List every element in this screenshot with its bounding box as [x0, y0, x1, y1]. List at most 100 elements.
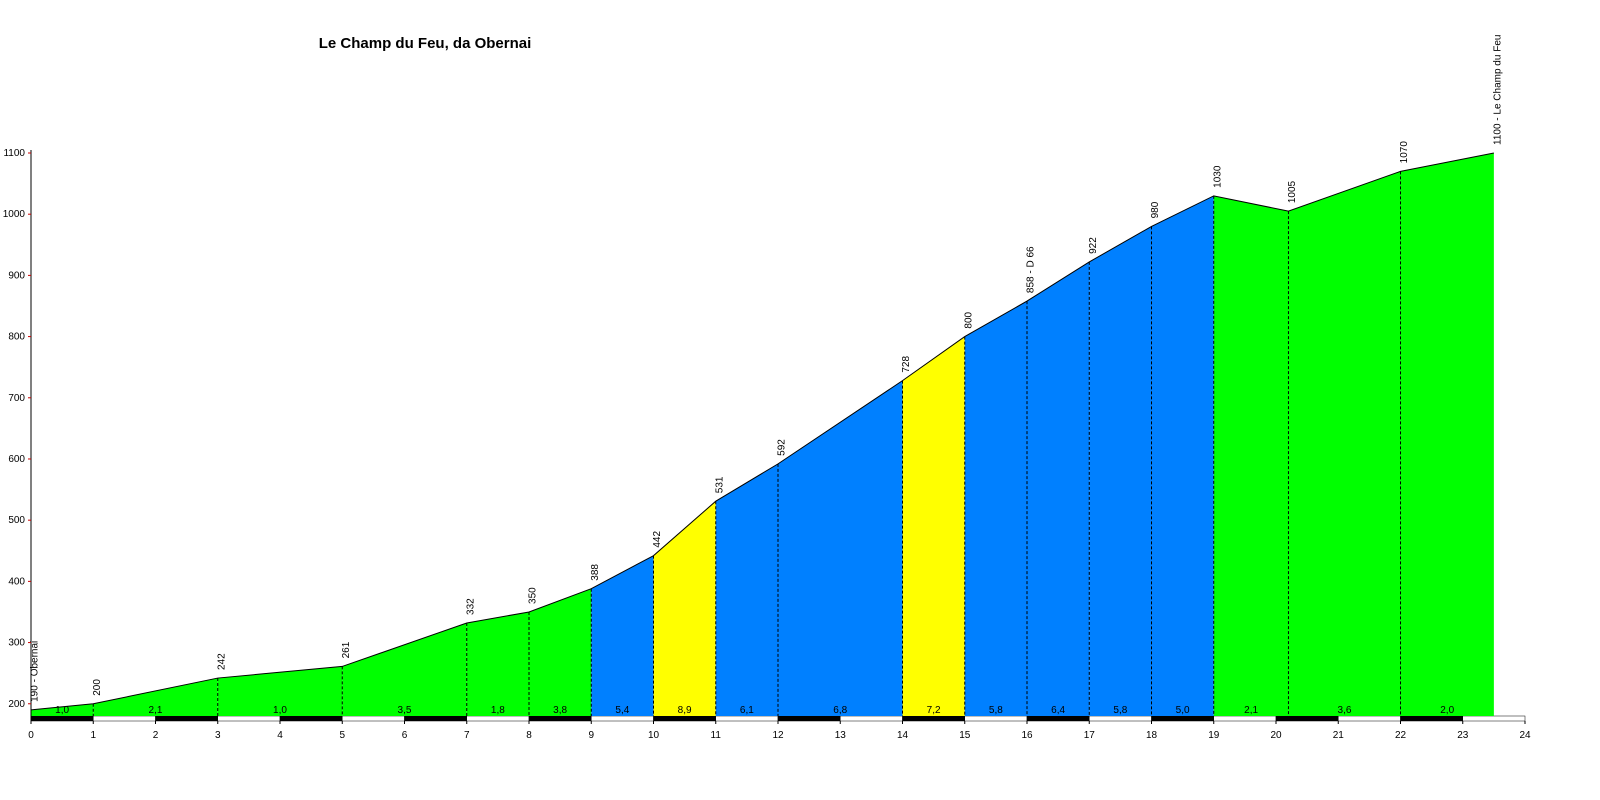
x-tick-label: 1	[90, 730, 96, 741]
point-label: 261	[341, 641, 352, 658]
y-tick-label: 900	[8, 270, 25, 281]
x-tick-label: 6	[402, 730, 408, 741]
point-label: 592	[777, 439, 788, 456]
profile-segment	[715, 463, 778, 716]
point-label: 242	[216, 653, 227, 670]
x-tick-label: 22	[1395, 730, 1407, 741]
y-tick-label: 300	[8, 638, 25, 649]
grade-label: 5,0	[1176, 705, 1190, 716]
profile-segment	[902, 336, 965, 716]
profile-segment	[217, 666, 343, 716]
km-strip	[404, 715, 467, 722]
km-strip	[964, 715, 1028, 722]
x-tick-label: 12	[772, 730, 784, 741]
km-strip	[1338, 715, 1401, 722]
x-tick-label: 20	[1270, 730, 1282, 741]
grade-label: 1,8	[491, 705, 505, 716]
point-label: 1100 - Le Champ du Feu	[1493, 35, 1504, 145]
grade-label: 1,0	[55, 705, 69, 716]
y-tick-label: 800	[8, 332, 25, 343]
chart-title: Le Champ du Feu, da Obernai	[319, 35, 532, 52]
x-tick-label: 14	[897, 730, 909, 741]
y-tick-label: 400	[8, 576, 25, 587]
profile-segment	[1089, 226, 1152, 716]
profile-segment	[1400, 153, 1494, 716]
grade-label: 3,8	[553, 705, 567, 716]
y-tick-label: 200	[8, 699, 25, 710]
profile-segment	[778, 380, 903, 716]
profile-segment	[31, 703, 94, 716]
grade-label: 1,0	[273, 705, 287, 716]
point-label: 1030	[1212, 165, 1223, 188]
grade-label: 3,6	[1338, 705, 1352, 716]
km-strip	[777, 715, 841, 722]
grade-label: 6,1	[740, 705, 754, 716]
y-tick-label: 1100	[3, 148, 25, 159]
x-tick-label: 13	[835, 730, 847, 741]
x-tick-label: 3	[215, 730, 221, 741]
grade-label: 3,5	[398, 705, 412, 716]
x-tick-label: 0	[28, 730, 34, 741]
km-strip	[902, 715, 965, 722]
km-strip	[840, 715, 903, 722]
km-strip	[93, 715, 156, 722]
grade-label: 5,4	[615, 705, 629, 716]
grade-label: 2,1	[1244, 705, 1258, 716]
x-tick-label: 21	[1333, 730, 1345, 741]
y-tick-label: 1000	[3, 209, 26, 220]
point-label: 1005	[1287, 180, 1298, 203]
km-strip	[217, 715, 281, 722]
km-strip	[1213, 715, 1277, 722]
x-tick-label: 10	[648, 730, 660, 741]
grade-label: 5,8	[1113, 705, 1127, 716]
km-strip	[591, 715, 654, 722]
grade-label: 2,0	[1440, 705, 1454, 716]
x-tick-label: 9	[588, 730, 594, 741]
x-tick-label: 15	[959, 730, 971, 741]
point-label: 200	[92, 679, 103, 696]
y-tick-label: 700	[8, 393, 25, 404]
grade-label: 2,1	[149, 705, 163, 716]
x-tick-label: 17	[1084, 730, 1096, 741]
x-tick-label: 24	[1519, 730, 1531, 741]
profile-segment	[1151, 195, 1214, 716]
profile-segment	[964, 301, 1027, 716]
point-label: 531	[714, 476, 725, 493]
profile-segment	[591, 555, 654, 716]
profile-segment	[93, 678, 218, 716]
point-label: 858 - D 66	[1026, 246, 1037, 293]
km-strip	[1026, 715, 1090, 722]
x-tick-label: 11	[711, 730, 722, 741]
profile-segment	[1213, 195, 1289, 716]
y-tick-label: 600	[8, 454, 25, 465]
grade-label: 6,4	[1051, 705, 1065, 716]
point-label: 1070	[1399, 141, 1410, 164]
profile-segment	[1288, 171, 1401, 716]
point-label: 332	[465, 598, 476, 615]
km-strip	[653, 715, 716, 722]
point-label: 442	[652, 531, 663, 548]
grade-label: 5,8	[989, 705, 1003, 716]
km-strip	[466, 715, 530, 722]
grade-label: 6,8	[833, 705, 847, 716]
km-strip	[279, 715, 343, 722]
km-strip	[1275, 715, 1339, 722]
profile-line	[30, 152, 1494, 711]
km-strip	[528, 715, 592, 722]
x-tick-label: 2	[153, 730, 159, 741]
grade-label: 8,9	[678, 705, 692, 716]
y-tick-label: 500	[8, 515, 25, 526]
profile-segment	[342, 622, 467, 716]
point-label: 190 - Obernai	[30, 641, 41, 702]
km-strip	[1151, 715, 1214, 722]
point-label: 350	[528, 587, 539, 604]
x-tick-label: 8	[526, 730, 532, 741]
point-label: 388	[590, 564, 601, 581]
grade-label: 7,2	[927, 705, 941, 716]
km-strip	[1400, 715, 1463, 722]
x-tick-label: 18	[1146, 730, 1158, 741]
profile-segment	[653, 501, 716, 716]
x-tick-label: 4	[277, 730, 283, 741]
km-strip	[342, 715, 405, 722]
